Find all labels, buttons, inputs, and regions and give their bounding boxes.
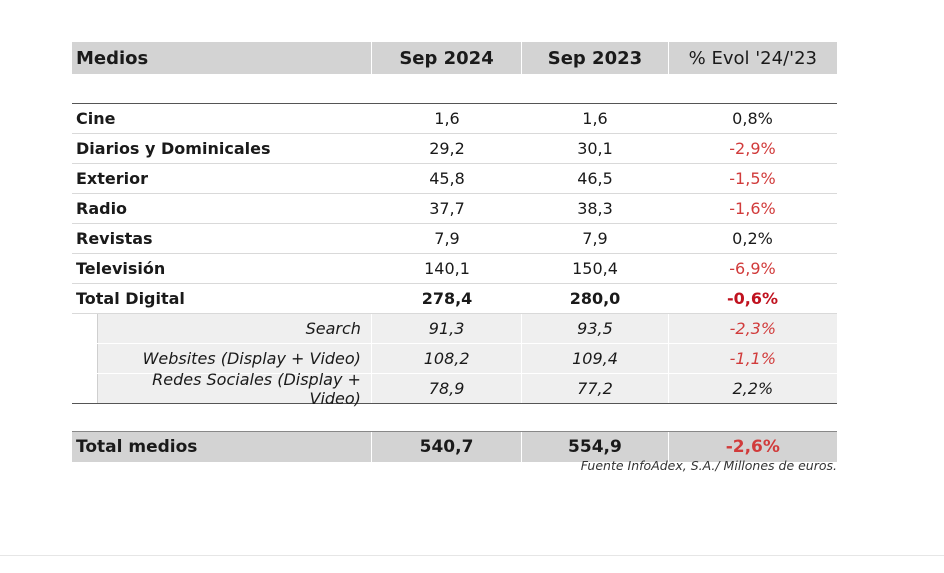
row-label: Televisión <box>76 259 166 278</box>
cell-2024: 45,8 <box>429 169 465 188</box>
cell-2023: 46,5 <box>577 169 613 188</box>
cell-evol: -1,5% <box>729 169 776 188</box>
cell-evol: 0,2% <box>732 229 773 248</box>
row-label: Total medios <box>76 437 198 457</box>
divider <box>0 555 944 556</box>
cell-2023: 77,2 <box>521 374 668 403</box>
cell-2024: 540,7 <box>370 432 521 462</box>
spacer <box>72 74 837 103</box>
cell-2023: 30,1 <box>577 139 613 158</box>
table-row-television: Televisión 140,1 150,4 -6,9% <box>72 254 837 284</box>
media-investment-table: Medios Sep 2024 Sep 2023 % Evol '24/'23 … <box>72 42 837 462</box>
table-row-cine: Cine 1,6 1,6 0,8% <box>72 104 837 134</box>
subrow-label: Redes Sociales (Display + Video) <box>97 370 371 408</box>
cell-2024: 7,9 <box>434 229 460 248</box>
cell-evol: -2,9% <box>729 139 776 158</box>
header-sep-2024: Sep 2024 <box>370 42 521 74</box>
subrow-label: Search <box>97 314 371 343</box>
cell-2023: 150,4 <box>572 259 618 278</box>
cell-2023: 554,9 <box>521 432 667 462</box>
cell-2024: 140,1 <box>424 259 470 278</box>
cell-evol: 0,8% <box>732 109 773 128</box>
cell-2024: 108,2 <box>370 344 522 373</box>
subrow-label: Websites (Display + Video) <box>97 344 371 373</box>
row-label: Total Digital <box>76 289 185 308</box>
cell-2024: 1,6 <box>434 109 460 128</box>
cell-evol: -1,1% <box>667 344 837 373</box>
row-label: Cine <box>76 109 116 128</box>
table-header: Medios Sep 2024 Sep 2023 % Evol '24/'23 <box>72 42 837 74</box>
cell-2024: 37,7 <box>429 199 465 218</box>
row-label: Revistas <box>76 229 153 248</box>
cell-2023: 109,4 <box>521 344 668 373</box>
table-row-radio: Radio 37,7 38,3 -1,6% <box>72 194 837 224</box>
cell-2024: 78,9 <box>370 374 522 403</box>
cell-evol: -2,3% <box>667 314 837 343</box>
table-row-total-digital: Total Digital 278,4 280,0 -0,6% <box>72 284 837 314</box>
cell-evol: -2,6% <box>667 432 837 462</box>
cell-2023: 38,3 <box>577 199 613 218</box>
table-row-revistas: Revistas 7,9 7,9 0,2% <box>72 224 837 254</box>
table-subrow-search: Search 91,3 93,5 -2,3% <box>72 314 837 344</box>
row-label: Exterior <box>76 169 149 188</box>
table-row-diarios: Diarios y Dominicales 29,2 30,1 -2,9% <box>72 134 837 164</box>
cell-2023: 1,6 <box>582 109 608 128</box>
header-sep-2023: Sep 2023 <box>521 42 667 74</box>
row-label: Radio <box>76 199 128 218</box>
spacer <box>72 404 837 431</box>
cell-evol: 2,2% <box>667 374 837 403</box>
row-label: Diarios y Dominicales <box>76 139 271 158</box>
table-subrow-redes-sociales: Redes Sociales (Display + Video) 78,9 77… <box>72 370 837 408</box>
table-row-total-medios: Total medios 540,7 554,9 -2,6% <box>72 431 837 462</box>
table-row-exterior: Exterior 45,8 46,5 -1,5% <box>72 164 837 194</box>
cell-evol: -0,6% <box>726 289 778 308</box>
cell-evol: -6,9% <box>729 259 776 278</box>
cell-2024: 29,2 <box>429 139 465 158</box>
cell-2023: 7,9 <box>582 229 608 248</box>
cell-2023: 280,0 <box>569 289 621 308</box>
source-note: Fuente InfoAdex, S.A./ Millones de euros… <box>580 458 837 473</box>
header-medios: Medios <box>76 47 149 69</box>
cell-2024: 91,3 <box>370 314 522 343</box>
cell-evol: -1,6% <box>729 199 776 218</box>
header-evolution: % Evol '24/'23 <box>667 42 837 74</box>
table-subrow-websites: Websites (Display + Video) 108,2 109,4 -… <box>72 344 837 374</box>
cell-2023: 93,5 <box>521 314 668 343</box>
cell-2024: 278,4 <box>421 289 473 308</box>
